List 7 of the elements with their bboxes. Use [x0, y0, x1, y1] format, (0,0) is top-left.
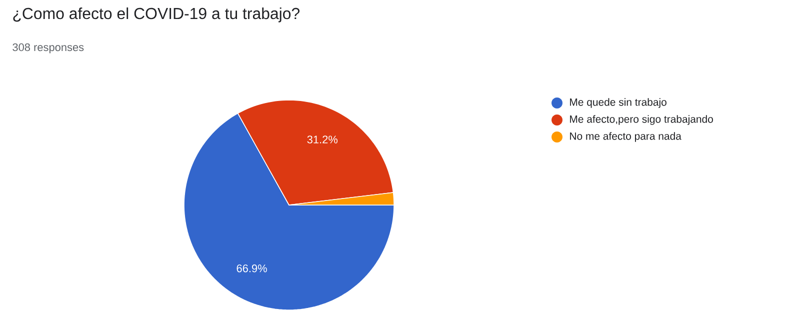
text: 308 responses: [12, 43, 84, 54]
chart-title: ¿Como afecto el COVID-19 a tu trabajo?: [13, 7, 300, 22]
data-label: 31.2%: [307, 136, 338, 144]
legend-label: Me quede sin trabajo: [570, 98, 666, 108]
data-label: 66.9%: [236, 264, 267, 272]
legend-label: No me afecto para nada: [570, 132, 682, 142]
legend-label: Me afecto,pero sigo trabajando: [570, 115, 713, 125]
